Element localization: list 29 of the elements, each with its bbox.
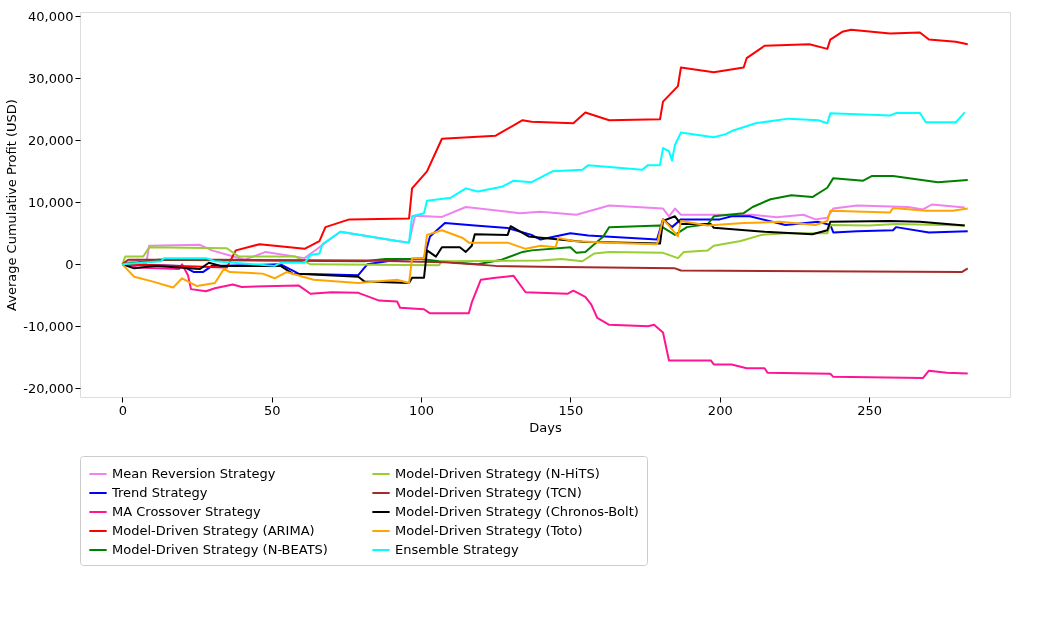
x-tick-label: 100 <box>409 402 434 418</box>
legend-label: Model-Driven Strategy (Chronos-Bolt) <box>395 504 639 519</box>
y-tick-label: 0 <box>65 256 74 272</box>
y-tick-label: 40,000 <box>28 8 74 24</box>
line-series <box>121 111 966 267</box>
y-tick-label: -20,000 <box>23 380 74 396</box>
legend-label: Model-Driven Strategy (ARIMA) <box>112 523 315 538</box>
legend-label: MA Crossover Strategy <box>112 504 262 519</box>
y-tick-label: 30,000 <box>28 70 74 86</box>
x-tick-label: 150 <box>558 402 584 418</box>
x-tick-label: 50 <box>263 402 281 418</box>
legend-label: Model-Driven Strategy (TCN) <box>395 485 582 500</box>
x-tick-label: 0 <box>118 402 127 418</box>
y-axis-title: Average Cumulative Profit (USD) <box>4 99 20 311</box>
legend-label: Model-Driven Strategy (N-BEATS) <box>112 542 328 557</box>
line-series <box>121 206 969 289</box>
x-tick-label: 250 <box>857 402 883 418</box>
line-series <box>121 258 969 274</box>
legend-label: Trend Strategy <box>111 485 208 500</box>
legend-label: Mean Reversion Strategy <box>112 466 276 481</box>
y-tick-label: -10,000 <box>23 318 74 334</box>
x-axis-title: Days <box>529 419 562 435</box>
x-tick-label: 200 <box>707 402 733 418</box>
line-series <box>121 223 966 267</box>
y-tick-label: 10,000 <box>28 194 74 210</box>
legend-label: Model-Driven Strategy (N-HiTS) <box>395 466 600 481</box>
y-tick-label: 20,000 <box>28 132 74 148</box>
legend-label: Model-Driven Strategy (Toto) <box>395 523 583 538</box>
legend-label: Ensemble Strategy <box>395 542 519 557</box>
